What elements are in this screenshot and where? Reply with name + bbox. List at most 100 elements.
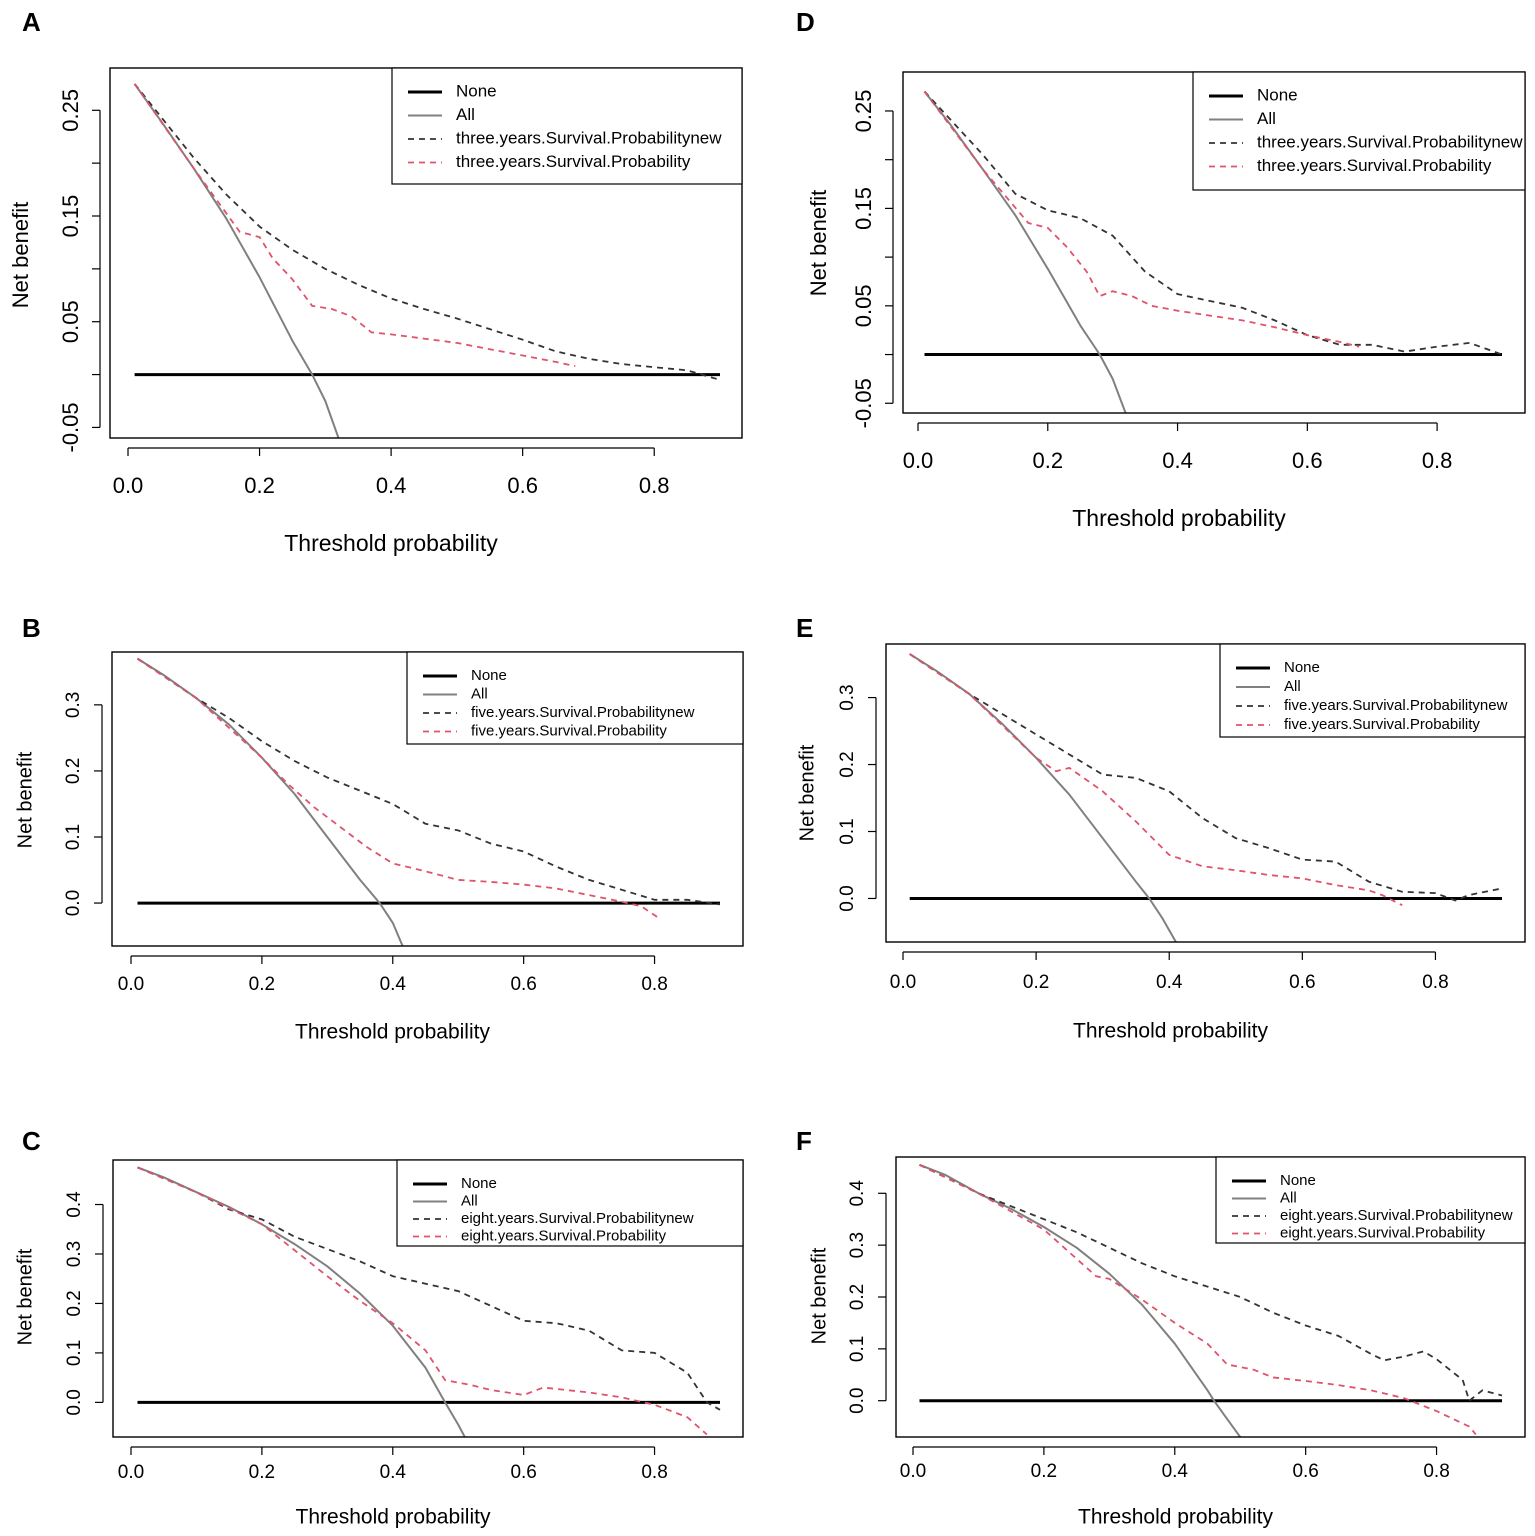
panel-f: F 0.0 0.2 0.4 0.6 0.8 0.0 0.1 0.2 0.3 0.4 Threshold…	[796, 1126, 1526, 1529]
x-tick-label: 0.4	[1156, 972, 1183, 993]
plot-area	[133, 83, 721, 438]
x-tick-label: 0.2	[1031, 1461, 1057, 1482]
x-tick-label: 0.0	[900, 1461, 926, 1482]
x-tick-label: 0.0	[118, 1462, 144, 1483]
series-line-1	[923, 90, 1127, 413]
legend-box	[396, 1159, 744, 1247]
y-tick-label: 0.05	[851, 284, 876, 327]
legend-entry: All	[1257, 109, 1276, 128]
legend: NoneAlleight.years.Survival.Probabilityn…	[1215, 1156, 1526, 1244]
legend: None All three.years.Survival.Probabilityn…	[391, 67, 743, 185]
x-tick-label: 0.4	[380, 974, 407, 995]
legend-entry: None	[456, 81, 497, 100]
legend-entry: three.years.Survival.Probabilitynew	[1257, 132, 1523, 151]
y-tick-label: 0.3	[837, 684, 858, 710]
y-tick-label: 0.1	[847, 1336, 868, 1362]
x-tick-label: 0.0	[903, 448, 934, 473]
legend-box	[391, 67, 743, 185]
x-tick-label: 0.8	[1423, 1461, 1449, 1482]
legend-entry: All	[461, 1192, 478, 1209]
x-tick-label: 0.2	[1032, 448, 1063, 473]
y-tick-label: 0.15	[58, 195, 83, 238]
y-tick-label: 0.0	[64, 1389, 85, 1415]
series-line-2	[919, 1163, 1503, 1402]
y-tick-label: 0.0	[847, 1387, 868, 1413]
legend-entry: eight.years.Survival.Probability	[1280, 1224, 1486, 1241]
plot-area	[136, 657, 721, 946]
series-line-3	[909, 653, 1403, 907]
x-tick-label: 0.8	[641, 1462, 667, 1483]
plot-area	[919, 1163, 1503, 1437]
panel-letter: E	[796, 613, 813, 643]
plot-frame	[895, 1156, 1526, 1438]
y-tick-label: 0.0	[837, 885, 858, 911]
panel-letter: F	[796, 1126, 812, 1156]
legend-entry: None	[1280, 1172, 1316, 1189]
x-tick-label: 0.6	[1289, 972, 1315, 993]
y-tick-label: 0.05	[58, 300, 83, 343]
y-tick-label: 0.3	[64, 1241, 85, 1267]
series-line-2	[133, 83, 721, 381]
x-tick-label: 0.4	[380, 1462, 407, 1483]
legend-box	[406, 651, 744, 745]
x-tick-label: 0.6	[1292, 448, 1323, 473]
x-tick-label: 0.6	[507, 473, 538, 498]
x-tick-label: 0.4	[1162, 448, 1193, 473]
panel-e: E 0.0 0.2 0.4 0.6 0.8 0.0 0.1 0.2 0.3 Threshold pr…	[796, 613, 1526, 1043]
legend-entry: All	[471, 685, 488, 702]
x-tick-label: 0.6	[1292, 1461, 1318, 1482]
legend-entry: None	[471, 667, 507, 684]
legend-entry: All	[1280, 1189, 1297, 1206]
legend-entry: five.years.Survival.Probability	[1284, 716, 1480, 733]
x-tick-label: 0.8	[1422, 972, 1448, 993]
legend-entry: None	[461, 1175, 497, 1192]
series-line-3	[923, 90, 1360, 348]
y-tick-label: -0.05	[58, 402, 83, 452]
y-tick-label: 0.3	[63, 692, 84, 718]
legend-entry: five.years.Survival.Probabilitynew	[471, 704, 695, 721]
panel-a: A 0.0 0.2 0.4 0.6 0.8 -0.05 0.05 0.15 0.25 Thresho…	[8, 7, 743, 556]
y-tick-label: 0.4	[847, 1180, 868, 1207]
panel-letter: D	[796, 7, 815, 37]
y-axis-label: Net benefit	[806, 190, 831, 296]
x-axis-label: Threshold probability	[295, 1021, 490, 1044]
panel-c: C 0.0 0.2 0.4 0.6 0.8 0.0 0.1 0.2 0.3 0.4 Threshold…	[14, 1126, 744, 1529]
y-tick-label: 0.15	[851, 187, 876, 230]
legend-entry: None	[1257, 85, 1298, 104]
x-tick-label: 0.0	[118, 974, 144, 995]
x-axis-label: Threshold probability	[1072, 505, 1286, 531]
y-tick-label: 0.2	[63, 758, 84, 784]
y-tick-label: 0.2	[847, 1284, 868, 1310]
legend-entry: five.years.Survival.Probability	[471, 722, 667, 739]
x-tick-label: 0.2	[249, 1462, 275, 1483]
series-line-2	[137, 1166, 721, 1411]
y-tick-label: 0.1	[64, 1340, 85, 1366]
y-tick-label: 0.25	[58, 89, 83, 132]
panel-letter: B	[22, 613, 41, 643]
y-tick-label: 0.3	[847, 1232, 868, 1258]
series-line-2	[923, 90, 1503, 356]
y-axis-label: Net benefit	[14, 1248, 36, 1345]
series-line-1	[919, 1163, 1242, 1437]
legend-entry: five.years.Survival.Probabilitynew	[1284, 697, 1508, 714]
legend-entry: three.years.Survival.Probabilitynew	[456, 128, 722, 147]
legend-entry: eight.years.Survival.Probabilitynew	[461, 1210, 694, 1227]
y-axis-label: Net benefit	[808, 1247, 830, 1344]
y-tick-label: 0.25	[851, 90, 876, 133]
y-axis-label: Net benefit	[14, 751, 36, 848]
series-line-3	[133, 83, 576, 367]
panel-b: B 0.0 0.2 0.4 0.6 0.8 0.0 0.1 0.2 0.3 Threshold pr…	[14, 613, 744, 1044]
plot-area	[923, 90, 1503, 413]
x-tick-label: 0.6	[510, 974, 536, 995]
x-tick-label: 0.4	[1162, 1461, 1189, 1482]
x-tick-label: 0.8	[641, 974, 667, 995]
legend-entry: eight.years.Survival.Probabilitynew	[1280, 1207, 1513, 1224]
x-axis-label: Threshold probability	[284, 530, 498, 556]
panel-d: D 0.0 0.2 0.4 0.6 0.8 -0.05 0.05 0.15 0.25 Thresho…	[796, 7, 1526, 531]
series-line-3	[137, 1166, 708, 1436]
legend-box	[1219, 643, 1526, 738]
series-line-3	[919, 1163, 1477, 1435]
legend: None All three.years.Survival.Probabilityn…	[1192, 71, 1526, 191]
